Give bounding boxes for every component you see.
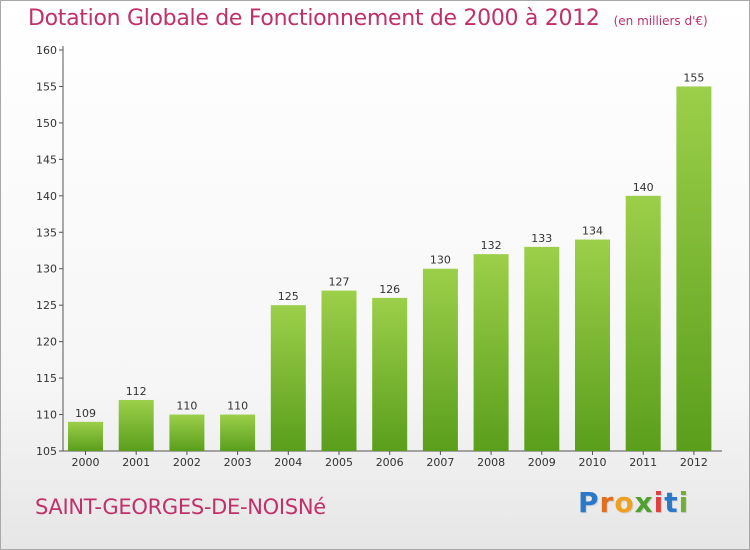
- bar: [321, 290, 357, 451]
- bar-value-label: 155: [683, 71, 704, 84]
- title-line: Dotation Globale de Fonctionnement de 20…: [28, 6, 708, 31]
- logo-letter: t: [664, 486, 679, 519]
- chart-title: Dotation Globale de Fonctionnement de 20…: [28, 6, 600, 31]
- bar-value-label: 140: [633, 181, 654, 194]
- bar: [118, 399, 154, 451]
- bar-value-label: 130: [430, 254, 451, 267]
- logo-letter: i: [653, 486, 665, 519]
- bar: [422, 268, 458, 451]
- x-tick-label: 2012: [680, 456, 708, 469]
- bar-value-label: 110: [227, 400, 248, 413]
- x-tick-label: 2011: [629, 456, 657, 469]
- x-tick-label: 2005: [325, 456, 353, 469]
- bar-value-label: 132: [481, 239, 502, 252]
- y-tick-label: 150: [36, 117, 57, 130]
- bar: [625, 195, 661, 451]
- x-tick-label: 2009: [528, 456, 556, 469]
- bar: [270, 305, 306, 451]
- logo-letter: P: [578, 486, 600, 519]
- bar-value-label: 125: [278, 290, 299, 303]
- y-tick-label: 145: [36, 153, 57, 166]
- y-tick-label: 120: [36, 336, 57, 349]
- y-tick-label: 105: [36, 445, 57, 458]
- logo-letter: x: [634, 486, 654, 519]
- bar-value-label: 134: [582, 225, 603, 238]
- y-tick-label: 125: [36, 299, 57, 312]
- proxiti-logo: Proxiti: [578, 486, 689, 519]
- bar: [524, 246, 560, 451]
- y-tick-label: 110: [36, 409, 57, 422]
- x-tick-label: 2002: [173, 456, 201, 469]
- x-tick-label: 2008: [477, 456, 505, 469]
- bar-value-label: 109: [75, 407, 96, 420]
- bar-value-label: 112: [126, 385, 147, 398]
- y-tick-label: 115: [36, 372, 57, 385]
- bar: [575, 239, 610, 451]
- bar: [372, 297, 408, 451]
- x-tick-label: 2004: [274, 456, 302, 469]
- bar: [68, 421, 103, 451]
- bar: [169, 414, 205, 451]
- bar-value-label: 127: [329, 276, 350, 289]
- x-tick-label: 2003: [224, 456, 252, 469]
- x-tick-label: 2000: [72, 456, 100, 469]
- y-tick-label: 135: [36, 226, 57, 239]
- x-tick-label: 2001: [122, 456, 150, 469]
- bar-value-label: 126: [379, 283, 400, 296]
- y-tick-label: 155: [36, 80, 57, 93]
- logo-letter: r: [599, 486, 615, 519]
- bar-value-label: 133: [531, 232, 552, 245]
- x-tick-label: 2006: [376, 456, 404, 469]
- logo-letter: i: [678, 486, 690, 519]
- bar: [473, 254, 509, 451]
- chart-subtitle: (en milliers d'€): [613, 14, 708, 28]
- y-tick-label: 160: [36, 44, 57, 57]
- bar: [676, 86, 712, 452]
- y-tick-label: 140: [36, 190, 57, 203]
- x-tick-label: 2007: [426, 456, 454, 469]
- bar-value-label: 110: [176, 400, 197, 413]
- y-tick-label: 130: [36, 263, 57, 276]
- commune-name: SAINT-GEORGES-DE-NOISNé: [35, 495, 326, 519]
- x-tick-label: 2010: [579, 456, 607, 469]
- logo-letter: o: [614, 486, 635, 519]
- bar: [220, 414, 256, 451]
